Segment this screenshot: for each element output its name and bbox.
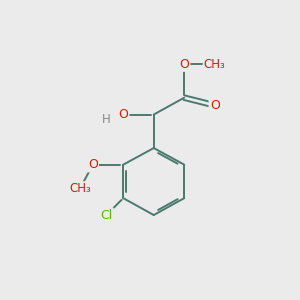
Text: H: H bbox=[102, 113, 111, 126]
Text: O: O bbox=[210, 99, 220, 112]
Text: O: O bbox=[179, 58, 189, 71]
Text: Cl: Cl bbox=[100, 208, 112, 221]
Text: CH₃: CH₃ bbox=[69, 182, 91, 195]
Text: O: O bbox=[118, 108, 128, 121]
Text: CH₃: CH₃ bbox=[204, 58, 226, 71]
Text: O: O bbox=[88, 158, 98, 171]
